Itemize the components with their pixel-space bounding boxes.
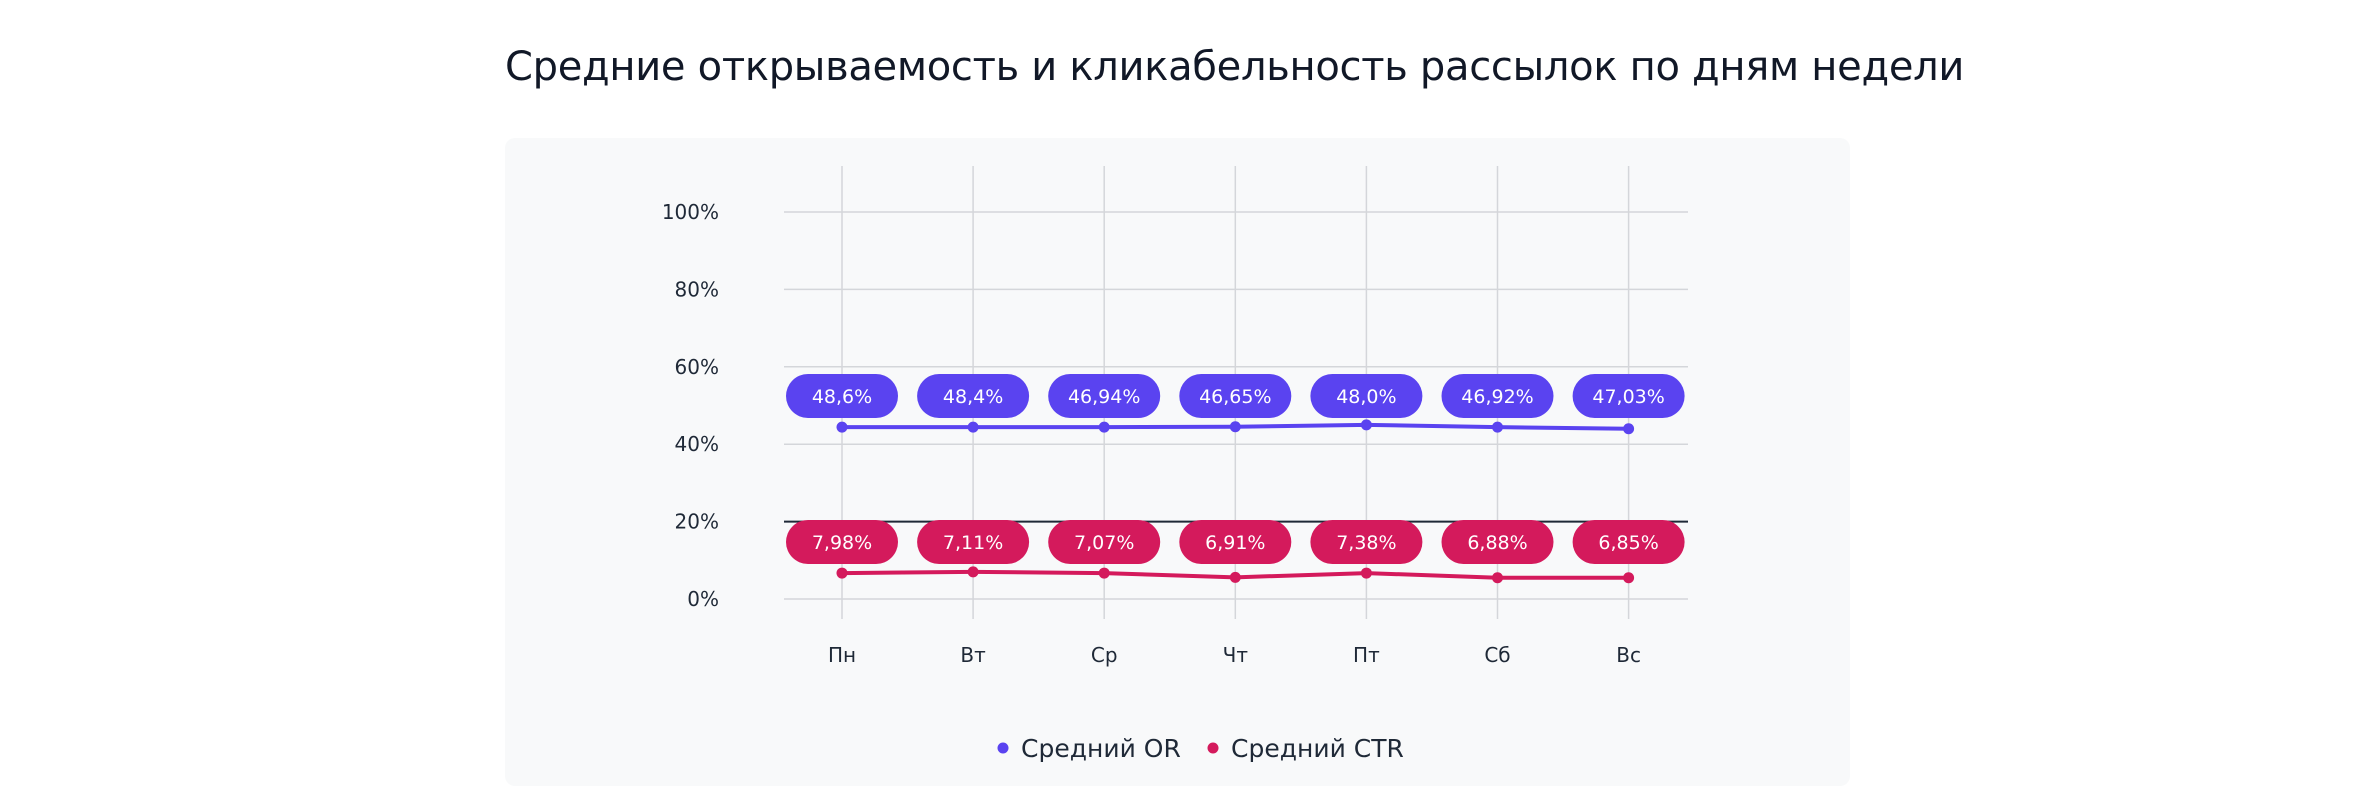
x-axis: Пн Вт Ср Чт Пт Сб Вс [828,643,1641,667]
data-label-pill [917,520,1030,564]
data-label: 48,4% [943,386,1003,408]
data-label: 7,38% [1336,532,1396,554]
data-point [1360,419,1372,431]
data-point [836,567,848,579]
data-label: 7,07% [1074,532,1134,554]
data-label-pill [917,374,1030,418]
data-label: 46,92% [1461,386,1533,408]
x-tick-label: Сб [1484,643,1510,667]
data-label-pill [1441,520,1554,564]
data-label-pill [1310,520,1423,564]
data-label-pill [1048,374,1161,418]
data-point [1623,572,1635,584]
data-label-pill [786,374,898,418]
y-tick-label: 20% [675,510,719,534]
legend-label: Средний OR [1021,734,1181,763]
y-tick-label: 60% [675,355,719,379]
legend-marker [997,742,1009,754]
chart-panel: 0% 20% 40% 60% 80% 100% Пн Вт Ср Чт Пт Сб Вс 48,6% 4… [505,138,1850,786]
legend: Средний OR Средний CTR [997,734,1404,763]
x-tick-label: Ср [1091,643,1118,667]
data-point [967,566,979,578]
data-label: 7,11% [943,532,1003,554]
chart-svg: 0%20%40%60%80%100% Пн Вт Ср Чт Пт Сб Вс 48,6% 4… [662,166,1688,763]
data-point [836,421,848,433]
data-label: 48,0% [1336,386,1396,408]
data-label-pill [1441,374,1554,418]
data-point [1492,421,1503,433]
y-tick-label: 80% [675,277,719,301]
data-label: 6,85% [1598,532,1658,554]
legend-label: Средний CTR [1231,734,1404,763]
y-tick-label: 100% [662,200,719,224]
data-label-pill [786,520,898,564]
data-label: 7,98% [812,532,872,554]
x-tick-label: Чт [1223,643,1249,667]
data-label: 46,65% [1199,386,1271,408]
data-point [1492,572,1503,584]
data-label-pill [1048,520,1161,564]
data-point [1623,423,1635,435]
legend-marker [1207,742,1219,754]
data-label: 47,03% [1592,386,1664,408]
series-ctr: 7,98% 7,11% 7,07% 6,91% 7,38% 6,88% 6,85% [786,520,1685,584]
data-point [1098,421,1110,433]
series-or: 48,6% 48,4% 46,94% 46,65% 48,0% 46,92% 47,03% [786,374,1685,435]
x-tick-label: Пт [1353,643,1380,667]
y-tick-label: 40% [675,432,719,456]
data-point [1098,567,1110,579]
data-label-pill [1572,520,1685,564]
data-label-pill [1179,374,1292,418]
x-tick-label: Вс [1616,643,1641,667]
data-point [1229,571,1241,583]
data-label-pill [1179,520,1292,564]
data-point [1229,421,1241,433]
data-point [967,421,979,433]
data-point [1360,567,1372,579]
data-label-pill [1310,374,1423,418]
data-label: 6,91% [1205,532,1265,554]
data-label: 48,6% [812,386,872,408]
y-axis: 0% 20% 40% 60% 80% 100% [662,200,719,611]
x-tick-label: Пн [828,643,856,667]
y-tick-label: 0% [687,587,719,611]
data-label: 46,94% [1068,386,1140,408]
data-label-pill [1572,374,1685,418]
series-layer: 48,6% 48,4% 46,94% 46,65% 48,0% 46,92% 47,03% 7… [786,374,1685,584]
x-tick-label: Вт [960,643,986,667]
data-label: 6,88% [1467,532,1527,554]
chart-title: Средние открываемость и кликабельность р… [505,44,1965,90]
